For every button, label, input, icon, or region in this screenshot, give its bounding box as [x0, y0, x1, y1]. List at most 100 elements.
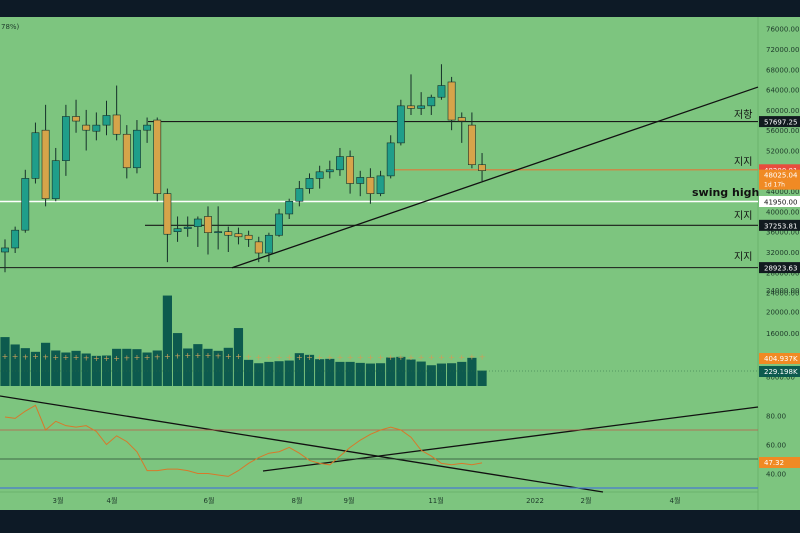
volume-bar — [152, 350, 162, 386]
candle-body — [407, 105, 415, 109]
volume-bar — [112, 348, 122, 386]
chart-background — [0, 17, 800, 510]
volume-bar — [345, 361, 355, 386]
volume-bar — [162, 295, 172, 386]
price-tick-label-11: 32000.00 — [766, 249, 799, 257]
price-tick-label-4: 60000.00 — [766, 107, 799, 115]
time-axis: 3월 4월 6월 8월 9월 11월 2022 2월 4월 — [53, 496, 681, 505]
volume-bar — [355, 362, 365, 386]
volume-ma-tag — [759, 353, 800, 364]
volume-bar — [244, 359, 254, 386]
volume-bar — [254, 363, 264, 386]
volume-ma-marker: + — [73, 353, 80, 362]
rsi-rising-trend-line — [262, 406, 759, 472]
rsi-tag-text: 47.32 — [764, 459, 784, 467]
volume-ma-marker: + — [316, 353, 323, 362]
volume-ma-marker: + — [52, 353, 59, 362]
volume-ma-marker: + — [235, 352, 242, 361]
volume-ma-marker: + — [438, 353, 445, 362]
candle-body — [173, 228, 182, 232]
rsi-tick-label-2: 40.00 — [766, 471, 786, 479]
candle-body — [92, 124, 101, 132]
volume-ma-marker: + — [103, 354, 110, 363]
candle-body — [386, 142, 395, 177]
rsi-tag — [759, 457, 800, 468]
volume-bar — [10, 344, 20, 386]
trend-lines — [0, 86, 759, 493]
volume-ma-marker: + — [377, 353, 384, 362]
volume-ma-marker: + — [32, 352, 39, 361]
volume-bar — [172, 333, 183, 386]
candle-body — [122, 133, 131, 169]
candle-body — [254, 241, 263, 254]
volume-ma-marker: + — [469, 353, 476, 362]
rsi-tick-label-1: 60.00 — [766, 442, 786, 450]
volume-ma-marker: + — [215, 352, 222, 361]
level-label-1: 지지 — [734, 156, 752, 168]
volume-ma-marker: + — [144, 353, 151, 362]
candle-body — [295, 188, 304, 202]
candle-body — [82, 124, 91, 131]
volume-ma-marker: + — [418, 353, 425, 362]
top-frame — [0, 0, 800, 17]
price-tick-label-8: 44000.00 — [766, 188, 799, 196]
volume-ma-marker: + — [123, 354, 130, 363]
volume-ma-marker: + — [458, 353, 465, 362]
price-tick-label-5: 56000.00 — [766, 127, 799, 135]
volume-bar — [406, 359, 416, 386]
volume-bar — [20, 348, 30, 386]
x-tick-label-2: 6월 — [204, 496, 215, 505]
x-tick-label-4: 9월 — [344, 496, 355, 505]
volume-bar — [30, 351, 41, 386]
volume-ma-marker: + — [397, 353, 404, 362]
rsi-panel — [0, 404, 758, 489]
volume-ma-marker: + — [194, 351, 201, 360]
volume-ma-marker: + — [286, 353, 293, 362]
volume-ma-marker: + — [326, 353, 333, 362]
volume-tick-label-0: 24000.00 — [766, 287, 799, 295]
volume-ma-marker: + — [357, 353, 364, 362]
candle-body — [112, 114, 121, 135]
candle-body — [346, 156, 354, 184]
volume-bar — [193, 344, 203, 386]
level-label-4: 지지 — [734, 251, 752, 263]
candle-body — [1, 247, 9, 253]
candle-body — [437, 85, 446, 98]
volume-ma-marker: + — [276, 353, 283, 362]
volume-ma-marker: + — [479, 353, 486, 362]
level-price-tag-0 — [759, 116, 800, 128]
candle-body — [325, 169, 334, 173]
x-tick-label-7: 2월 — [581, 496, 592, 505]
price-tick-label-13: 24000.00 — [766, 290, 799, 298]
level-price-tag-text-4: 28923.63 — [764, 265, 797, 273]
price-tick-label-6: 52000.00 — [766, 148, 799, 156]
volume-ma-marker: + — [63, 353, 70, 362]
candle-body — [11, 229, 20, 249]
volume-ma-marker: + — [205, 351, 212, 360]
volume-ma-marker: + — [367, 353, 374, 362]
volume-ma-marker: + — [337, 353, 344, 362]
price-tick-label-1: 72000.00 — [766, 46, 799, 54]
price-tick-label-10: 36000.00 — [766, 229, 799, 237]
candle-body — [285, 200, 294, 215]
volume-bar — [142, 352, 152, 386]
candle-body — [376, 175, 385, 194]
volume-bar — [467, 357, 477, 386]
candle-body — [234, 233, 243, 238]
candle-body — [51, 160, 60, 200]
x-tick-label-6: 2022 — [526, 497, 544, 505]
volume-ma-marker: + — [22, 353, 29, 362]
volume-bar — [477, 370, 487, 386]
candlestick-series — [1, 64, 486, 273]
level-label-3: 지지 — [734, 210, 752, 222]
volume-bar — [41, 342, 51, 386]
candle-body — [396, 105, 405, 144]
current-price-countdown: 1d 17h — [764, 182, 785, 189]
volume-ma-marker: + — [428, 353, 435, 362]
x-tick-label-0: 3월 — [53, 496, 64, 505]
candle-body — [275, 213, 283, 236]
volume-bar — [304, 354, 315, 386]
candle-body — [193, 218, 202, 227]
